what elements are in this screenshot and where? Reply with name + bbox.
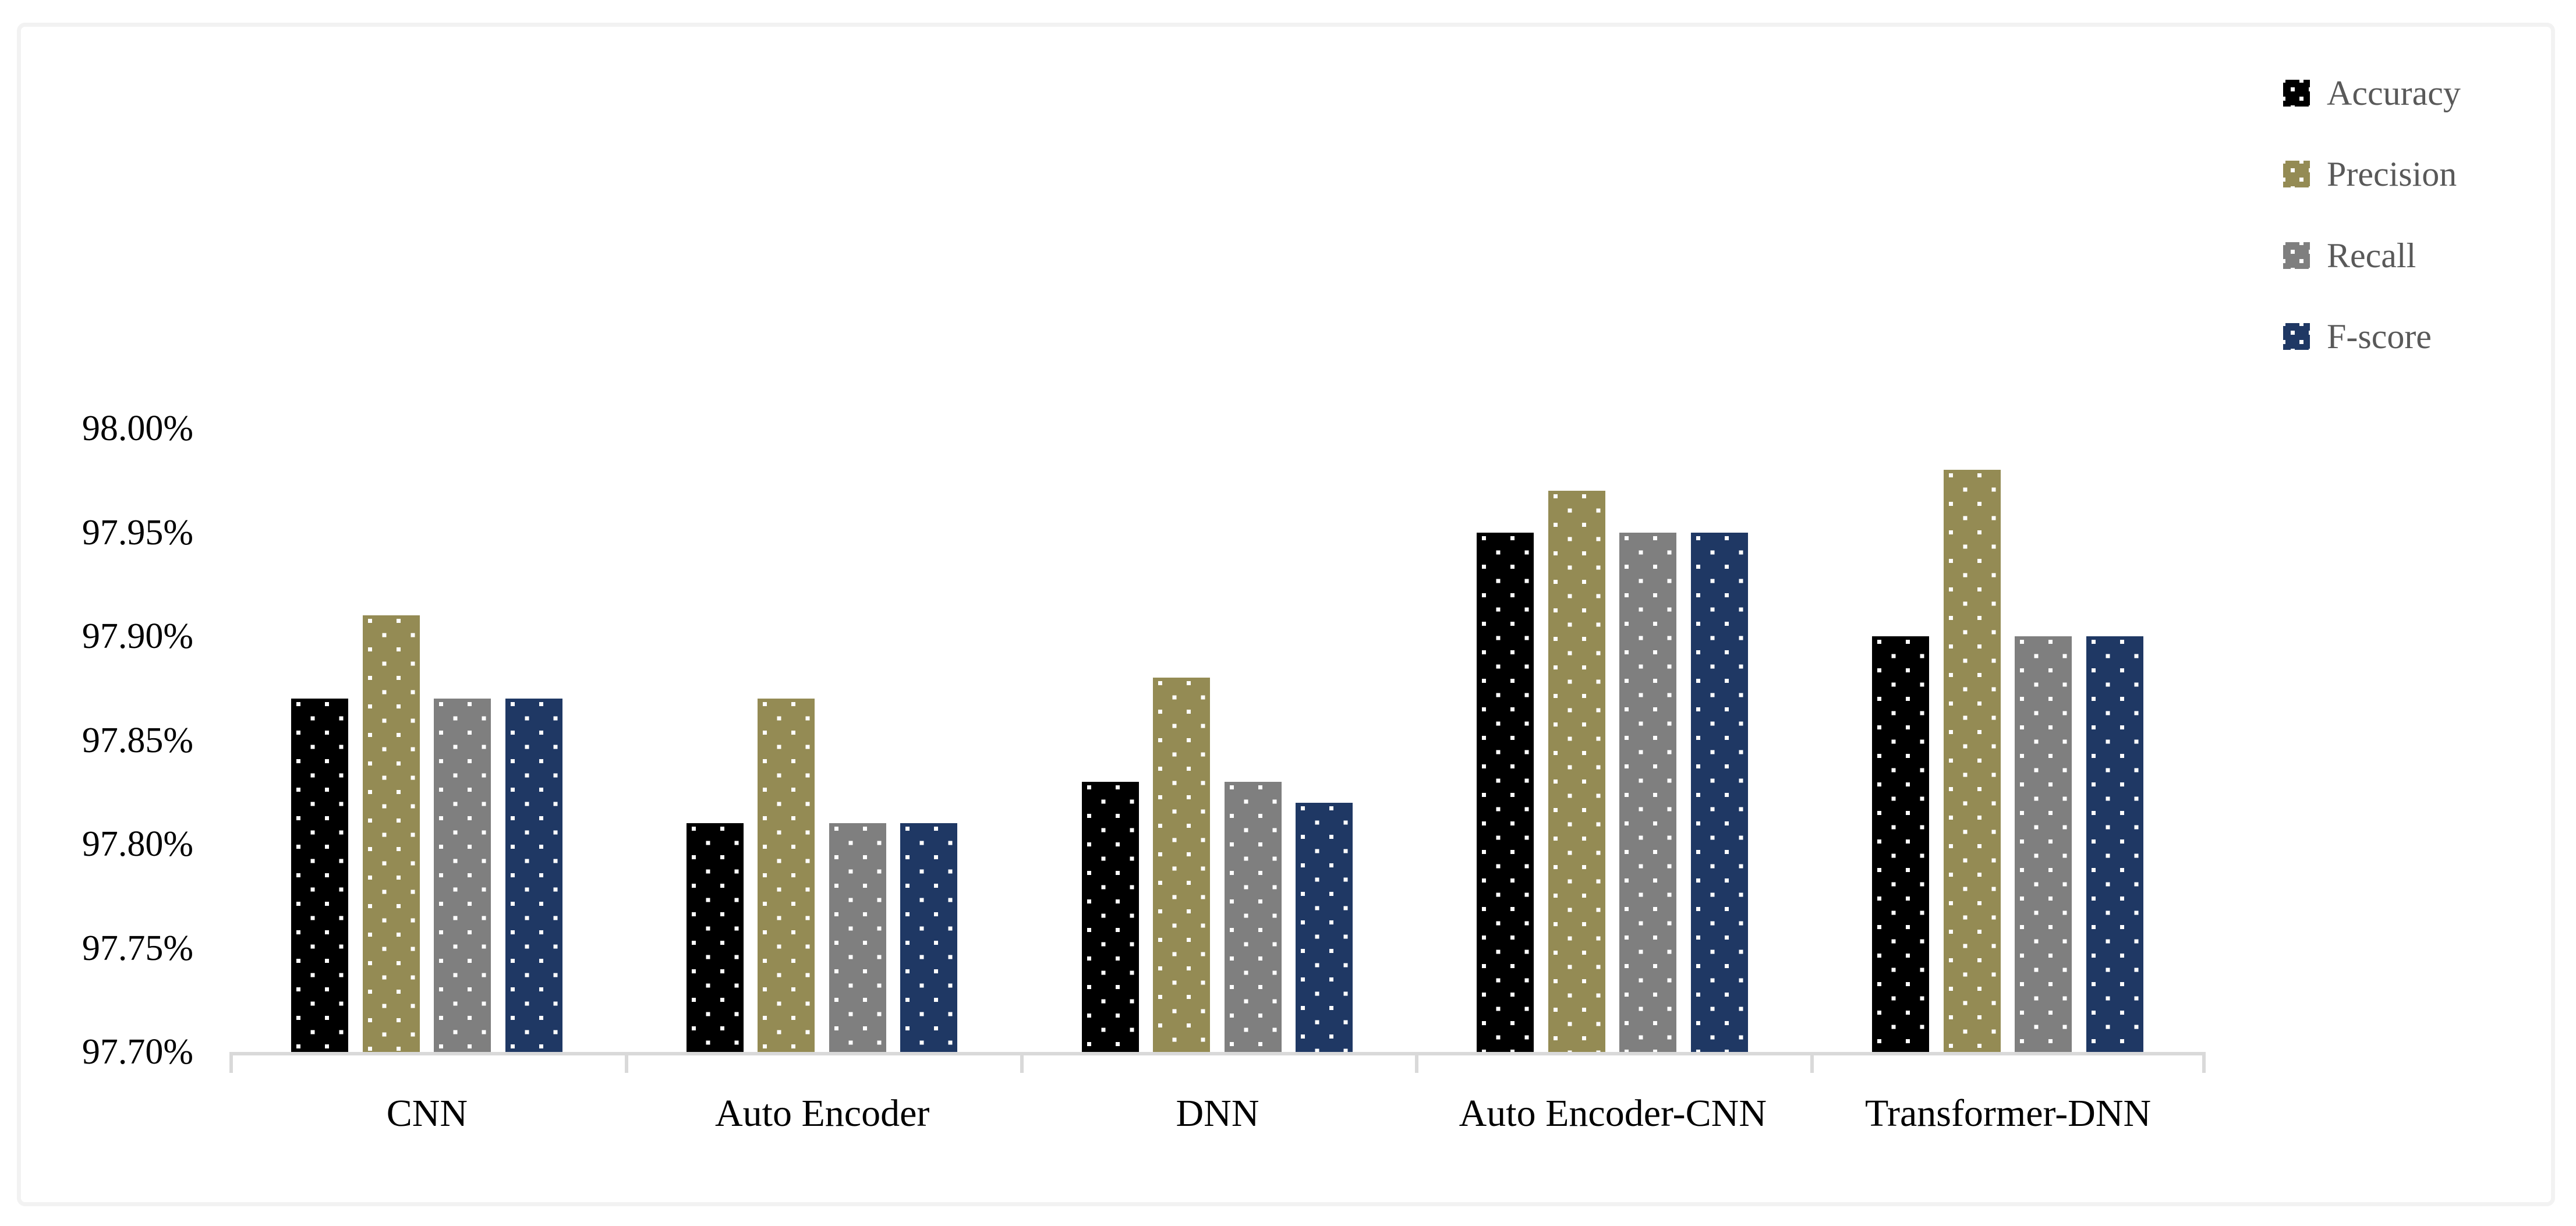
bar-recall-0 xyxy=(434,699,491,1052)
bar-f-score-1 xyxy=(900,823,958,1052)
x-axis-tick xyxy=(229,1052,233,1073)
legend-swatch-icon xyxy=(2283,323,2310,350)
legend-label: F-score xyxy=(2327,317,2432,356)
legend-item: Recall xyxy=(2271,236,2562,300)
legend-label: Accuracy xyxy=(2327,74,2461,112)
bar-accuracy-3 xyxy=(1477,532,1534,1052)
bar-accuracy-0 xyxy=(291,699,348,1052)
legend-item: Accuracy xyxy=(2271,74,2562,138)
bar-accuracy-1 xyxy=(686,823,744,1052)
x-axis-tick xyxy=(1415,1052,1419,1073)
y-tick-label: 97.70% xyxy=(82,1032,193,1072)
bar-f-score-2 xyxy=(1296,802,1353,1052)
x-axis-tick xyxy=(1020,1052,1024,1073)
y-tick-label: 98.00% xyxy=(82,409,193,448)
category-label: Auto Encoder-CNN xyxy=(1459,1092,1767,1135)
y-tick-label: 97.85% xyxy=(82,720,193,760)
bar-f-score-0 xyxy=(505,699,562,1052)
bar-recall-4 xyxy=(2015,636,2072,1052)
legend-item: F-score xyxy=(2271,317,2562,381)
bar-precision-3 xyxy=(1548,491,1605,1052)
bar-recall-1 xyxy=(829,823,886,1052)
category-label: DNN xyxy=(1176,1092,1259,1135)
y-tick-label: 97.95% xyxy=(82,512,193,552)
x-axis-tick xyxy=(1810,1052,1814,1073)
bar-precision-1 xyxy=(758,699,815,1052)
legend-swatch-icon xyxy=(2283,242,2310,269)
x-axis-line xyxy=(229,1052,2206,1055)
bar-recall-3 xyxy=(1619,532,1677,1052)
x-axis-tick xyxy=(2202,1052,2206,1073)
legend-swatch-icon xyxy=(2283,161,2310,188)
legend-label: Recall xyxy=(2327,236,2416,275)
chart-frame xyxy=(17,23,2555,1206)
legend-swatch-icon xyxy=(2283,80,2310,107)
category-label: Transformer-DNN xyxy=(1865,1092,2152,1135)
category-label: CNN xyxy=(386,1092,468,1135)
bar-f-score-4 xyxy=(2086,636,2143,1052)
y-tick-label: 97.80% xyxy=(82,824,193,864)
y-tick-label: 97.75% xyxy=(82,928,193,968)
bar-precision-4 xyxy=(1943,470,2001,1052)
bar-precision-2 xyxy=(1153,678,1211,1052)
legend-item: Precision xyxy=(2271,155,2562,219)
bar-precision-0 xyxy=(362,615,420,1052)
bar-f-score-3 xyxy=(1690,532,1748,1052)
category-label: Auto Encoder xyxy=(714,1092,930,1135)
bar-accuracy-4 xyxy=(1872,636,1930,1052)
bar-recall-2 xyxy=(1224,781,1282,1052)
bar-accuracy-2 xyxy=(1081,781,1139,1052)
y-tick-label: 97.90% xyxy=(82,616,193,656)
legend-label: Precision xyxy=(2327,155,2457,194)
x-axis-tick xyxy=(624,1052,628,1073)
